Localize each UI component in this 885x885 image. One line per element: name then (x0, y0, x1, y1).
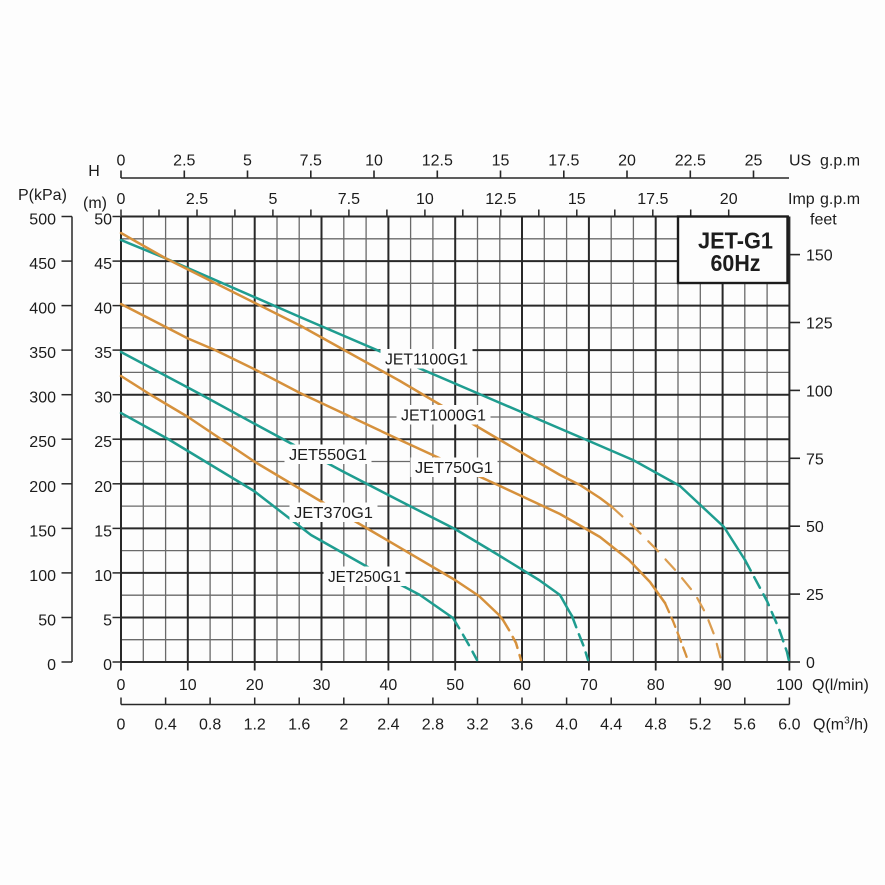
svg-text:50: 50 (446, 677, 464, 694)
svg-text:5.6: 5.6 (734, 717, 756, 734)
svg-text:25: 25 (94, 434, 112, 451)
svg-text:2.5: 2.5 (186, 191, 208, 208)
svg-text:JET1100G1: JET1100G1 (385, 352, 468, 369)
svg-text:0.8: 0.8 (199, 717, 221, 734)
svg-text:125: 125 (806, 316, 833, 333)
svg-text:20: 20 (720, 191, 738, 208)
svg-text:12.5: 12.5 (485, 191, 516, 208)
svg-text:feet: feet (810, 212, 837, 229)
svg-text:2: 2 (339, 717, 348, 734)
svg-text:100: 100 (806, 383, 833, 400)
svg-text:10: 10 (94, 568, 112, 585)
svg-text:0: 0 (117, 153, 126, 170)
svg-text:JET-G1: JET-G1 (698, 228, 773, 254)
svg-text:20: 20 (246, 677, 264, 694)
svg-text:100: 100 (29, 568, 56, 585)
svg-text:0: 0 (806, 655, 815, 672)
svg-text:60Hz: 60Hz (711, 250, 761, 276)
svg-text:350: 350 (29, 345, 56, 362)
svg-text:90: 90 (714, 677, 732, 694)
svg-text:0: 0 (117, 191, 126, 208)
svg-text:6.0: 6.0 (778, 717, 800, 734)
svg-text:150: 150 (29, 523, 56, 540)
svg-text:1.6: 1.6 (288, 717, 310, 734)
svg-text:JET250G1: JET250G1 (328, 569, 401, 586)
svg-text:30: 30 (94, 390, 112, 407)
svg-text:200: 200 (29, 479, 56, 496)
svg-text:10: 10 (365, 153, 383, 170)
svg-text:JET550G1: JET550G1 (289, 447, 367, 464)
svg-text:35: 35 (94, 345, 112, 362)
svg-text:10: 10 (416, 191, 434, 208)
svg-text:P(kPa): P(kPa) (18, 187, 67, 204)
svg-text:4.8: 4.8 (645, 717, 667, 734)
svg-text:H: H (88, 163, 100, 180)
svg-text:50: 50 (38, 613, 56, 630)
svg-text:80: 80 (647, 677, 665, 694)
svg-text:15: 15 (94, 523, 112, 540)
svg-text:7.5: 7.5 (300, 153, 322, 170)
svg-text:15: 15 (568, 191, 586, 208)
svg-text:g.p.m: g.p.m (820, 191, 860, 208)
svg-text:10: 10 (179, 677, 197, 694)
svg-text:(m): (m) (83, 195, 107, 212)
svg-text:40: 40 (380, 677, 398, 694)
svg-text:7.5: 7.5 (338, 191, 360, 208)
svg-text:0: 0 (103, 657, 112, 674)
svg-text:22.5: 22.5 (675, 153, 706, 170)
svg-text:5: 5 (103, 613, 112, 630)
svg-text:3.6: 3.6 (511, 717, 533, 734)
svg-text:JET750G1: JET750G1 (415, 460, 493, 477)
svg-text:JET1000G1: JET1000G1 (401, 408, 486, 425)
svg-text:300: 300 (29, 390, 56, 407)
svg-text:0: 0 (47, 657, 56, 674)
svg-text:US: US (789, 153, 811, 170)
svg-text:2.5: 2.5 (173, 153, 195, 170)
svg-text:30: 30 (313, 677, 331, 694)
svg-text:g.p.m: g.p.m (820, 153, 860, 170)
svg-text:450: 450 (29, 256, 56, 273)
svg-text:4.0: 4.0 (555, 717, 577, 734)
svg-text:4.4: 4.4 (600, 717, 622, 734)
svg-text:60: 60 (513, 677, 531, 694)
svg-text:5.2: 5.2 (689, 717, 711, 734)
svg-text:12.5: 12.5 (422, 153, 453, 170)
svg-text:17.5: 17.5 (548, 153, 579, 170)
svg-text:15: 15 (492, 153, 510, 170)
svg-text:500: 500 (29, 212, 56, 229)
svg-text:2.4: 2.4 (377, 717, 399, 734)
svg-text:0.4: 0.4 (154, 717, 176, 734)
svg-text:0: 0 (117, 717, 126, 734)
svg-text:25: 25 (745, 153, 763, 170)
svg-text:20: 20 (94, 479, 112, 496)
svg-text:5: 5 (268, 191, 277, 208)
svg-text:100: 100 (776, 677, 803, 694)
svg-text:70: 70 (580, 677, 598, 694)
svg-text:5: 5 (243, 153, 252, 170)
svg-text:1.2: 1.2 (244, 717, 266, 734)
svg-text:JET370G1: JET370G1 (294, 505, 373, 522)
svg-text:17.5: 17.5 (637, 191, 668, 208)
svg-text:3.2: 3.2 (466, 717, 488, 734)
svg-text:150: 150 (806, 248, 833, 265)
svg-text:Q(m3/h): Q(m3/h) (813, 716, 868, 734)
svg-text:250: 250 (29, 434, 56, 451)
svg-text:400: 400 (29, 301, 56, 318)
svg-text:50: 50 (94, 212, 112, 229)
svg-text:45: 45 (94, 256, 112, 273)
svg-text:40: 40 (94, 301, 112, 318)
svg-text:25: 25 (806, 587, 824, 604)
svg-text:75: 75 (806, 451, 824, 468)
svg-text:50: 50 (806, 519, 824, 536)
svg-text:20: 20 (618, 153, 636, 170)
svg-text:2.8: 2.8 (422, 717, 444, 734)
svg-text:Imp: Imp (788, 191, 815, 208)
svg-text:Q(l/min): Q(l/min) (812, 677, 869, 694)
svg-text:0: 0 (117, 677, 126, 694)
